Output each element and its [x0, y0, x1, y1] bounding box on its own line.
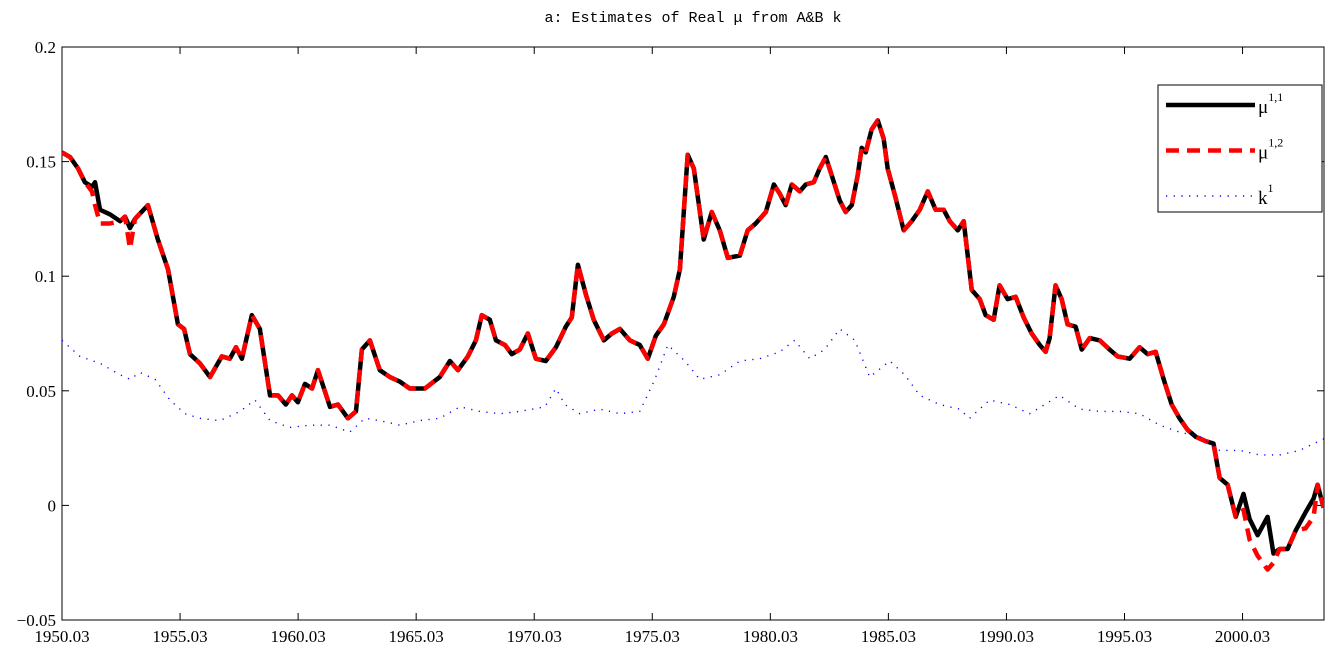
legend-label: μ1,2 [1258, 136, 1283, 164]
series-line [62, 328, 1324, 456]
y-tick-label: 0.15 [26, 153, 56, 172]
y-tick-label: 0.1 [35, 267, 56, 286]
x-tick-label: 1950.03 [34, 627, 89, 646]
y-tick-label: 0 [48, 496, 57, 515]
legend-name: μ [1258, 97, 1268, 118]
x-tick-label: 1980.03 [743, 627, 798, 646]
x-tick-label: 1955.03 [152, 627, 207, 646]
legend-label: k1 [1258, 181, 1274, 209]
x-tick-label: 2000.03 [1215, 627, 1270, 646]
legend-name: k [1258, 188, 1268, 209]
x-tick-label: 1995.03 [1097, 627, 1152, 646]
legend-sup: 1 [1268, 181, 1274, 195]
plot-frame [61, 46, 1325, 621]
series-line [62, 118, 1324, 572]
legend-sup: 1,1 [1268, 90, 1283, 104]
y-tick-label: 0.05 [26, 382, 56, 401]
x-tick-label: 1970.03 [507, 627, 562, 646]
x-tick-label: 1965.03 [389, 627, 444, 646]
series-line [62, 118, 1324, 556]
y-tick-label: 0.2 [35, 38, 56, 57]
legend-name: μ [1258, 143, 1268, 164]
x-tick-label: 1990.03 [979, 627, 1034, 646]
y-tick-label: −0.05 [17, 611, 56, 630]
legend-sup: 1,2 [1268, 136, 1283, 150]
x-tick-label: 1985.03 [861, 627, 916, 646]
x-tick-label: 1960.03 [270, 627, 325, 646]
legend-label: μ1,1 [1258, 90, 1283, 118]
chart-title: a: Estimates of Real μ from A&B k [544, 10, 841, 27]
x-tick-label: 1975.03 [625, 627, 680, 646]
